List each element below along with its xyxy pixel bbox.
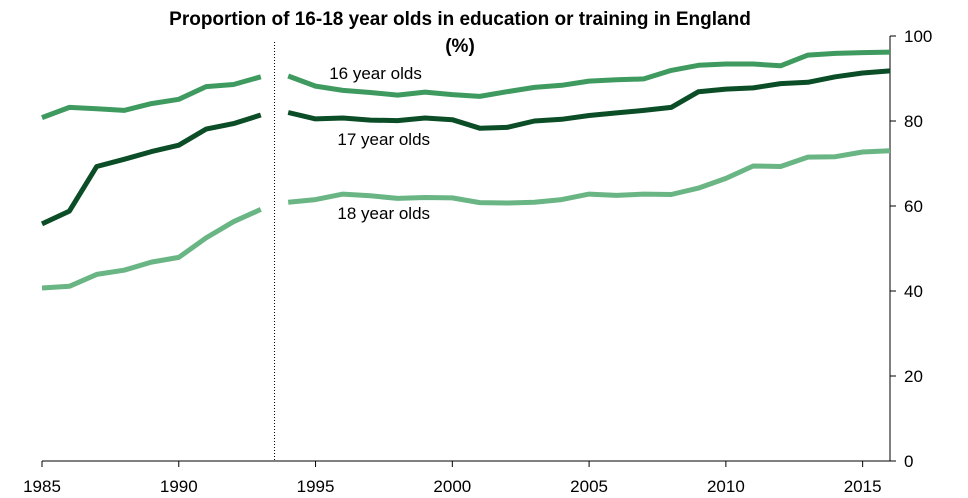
y-tick-label: 80 xyxy=(904,112,923,131)
series-label: 18 year olds xyxy=(337,204,430,223)
x-tick-label: 2015 xyxy=(844,477,882,496)
series-labels-group: 16 year olds 17 year olds 18 year olds xyxy=(329,64,430,223)
y-tick-label: 100 xyxy=(904,27,932,46)
y-tick-label: 60 xyxy=(904,197,923,216)
series-label: 17 year olds xyxy=(337,130,430,149)
x-tick-label: 1990 xyxy=(160,477,198,496)
chart-title-text: Proportion of 16-18 year olds in educati… xyxy=(169,9,751,30)
x-tick-label: 2010 xyxy=(707,477,745,496)
series-line-1-segment-2 xyxy=(287,49,891,99)
x-tick-label: 1985 xyxy=(23,477,61,496)
x-tick-label: 2005 xyxy=(570,477,608,496)
x-tick-label: 1995 xyxy=(297,477,335,496)
x-tick-label: 2000 xyxy=(433,477,471,496)
series-line-2-segment-1 xyxy=(40,112,262,227)
chart-subtitle-text: (%) xyxy=(445,36,475,57)
y-tick-label: 20 xyxy=(904,367,923,386)
series-line-1-segment-1 xyxy=(41,74,262,120)
series-lines-group xyxy=(40,49,891,291)
series-label: 16 year olds xyxy=(329,64,422,83)
y-tick-label: 0 xyxy=(904,452,913,471)
series-line-2-segment-2 xyxy=(287,68,891,131)
series-line-3-segment-1 xyxy=(41,207,262,291)
chart-title: Proportion of 16-18 year olds in educati… xyxy=(60,6,860,60)
axes-group: 1985 1990 1995 2000 2005 2010 2015 0 20 40 60 80 100 xyxy=(23,27,932,496)
y-tick-label: 40 xyxy=(904,282,923,301)
series-line-3-segment-2 xyxy=(287,148,891,206)
